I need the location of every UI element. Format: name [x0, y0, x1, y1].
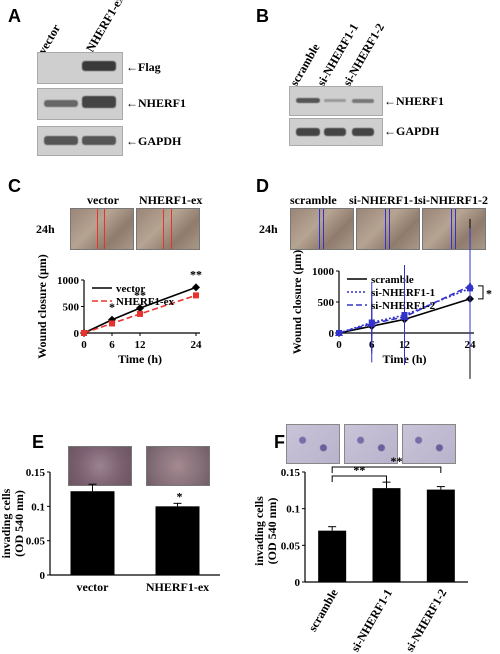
panel-letter-d: D: [256, 176, 269, 196]
bar: [155, 506, 200, 575]
wound-image: [136, 208, 200, 250]
y-tick-label: 0.15: [26, 467, 46, 479]
bar: [70, 491, 115, 575]
significance-bracket: [331, 475, 387, 482]
wound-image: [422, 208, 486, 250]
significance-bracket: [478, 285, 484, 300]
x-category-label: scramble: [305, 586, 341, 634]
panel-letter-b: B: [256, 6, 269, 26]
legend-label: scramble: [371, 274, 414, 286]
x-category-label: si-NHERF1-1: [348, 587, 395, 654]
y-axis-label: invading cells: [252, 496, 266, 566]
data-point: [81, 330, 87, 336]
panel-letter-c: C: [8, 176, 21, 196]
x-tick-label: 12: [135, 339, 147, 351]
panel-letter-a: A: [8, 6, 21, 26]
blot-gapdh: [37, 126, 123, 156]
x-category-label: vector: [77, 580, 110, 594]
data-point: [137, 310, 143, 317]
y-tick-label: 500: [318, 297, 335, 309]
x-axis-label: Time (h): [118, 352, 162, 366]
wound-image: [356, 208, 420, 250]
significance-mark: **: [190, 267, 202, 281]
wound-image: [290, 208, 354, 250]
y-tick-label: 0: [329, 328, 335, 340]
bar: [426, 489, 455, 582]
data-point: [335, 329, 343, 336]
invasion-image: [146, 446, 210, 486]
y-axis-label: Wound closure (μm): [35, 254, 49, 359]
y-tick-label: 0.05: [26, 536, 46, 548]
blot-nherf1: [37, 88, 123, 120]
data-point: [136, 304, 144, 313]
x-tick-label: 6: [109, 339, 115, 351]
band-label-gapdh-b: ←GAPDH: [384, 124, 440, 138]
significance-mark: *: [486, 286, 492, 300]
y-tick-label: 0: [74, 328, 80, 340]
significance-bracket: [331, 466, 442, 473]
series-line: [338, 287, 471, 334]
blot-nherf1-b: [289, 86, 383, 116]
significance-mark: **: [134, 288, 146, 302]
blot-flag: [37, 52, 123, 84]
x-tick-label: 0: [81, 339, 87, 351]
column-label: si-NHERF1-2: [418, 193, 488, 207]
significance-mark: **: [391, 454, 403, 468]
legend-label: si-NHERF1-2: [371, 300, 436, 312]
series-line: [83, 294, 197, 334]
y-tick-label: 0.1: [31, 501, 45, 513]
column-label: NHERF1-ex: [139, 193, 203, 207]
y-tick-label: 0.15: [281, 467, 301, 479]
invasion-image: [286, 424, 340, 464]
invasion-image: [402, 424, 456, 464]
x-category-label: NHERF1-ex: [146, 580, 209, 594]
y-tick-label: 0: [295, 577, 301, 589]
y-tick-label: 0.05: [281, 540, 301, 552]
y-tick-label: 500: [63, 302, 80, 314]
band-label-nherf1-b: ←NHERF1: [384, 94, 444, 108]
significance-mark: *: [109, 300, 115, 314]
band-label-gapdh: ←GAPDH: [126, 134, 182, 148]
y-tick-label: 0: [40, 570, 46, 582]
legend-label: vector: [116, 283, 145, 295]
significance-mark: **: [353, 463, 365, 477]
invasion-image: [68, 446, 132, 486]
bar: [372, 488, 401, 582]
data-point: [193, 292, 199, 299]
data-point: [192, 283, 200, 292]
series-line: [338, 298, 471, 334]
bar: [318, 530, 347, 582]
x-category-label: si-NHERF1-2: [402, 587, 449, 654]
series-line: [83, 286, 197, 334]
column-label: si-NHERF1-1: [349, 193, 419, 207]
x-tick-label: 24: [191, 339, 203, 351]
data-point: [109, 320, 115, 327]
column-label: vector: [87, 193, 119, 207]
y-axis-label-unit: (OD 540 nm): [265, 498, 279, 565]
column-label: scramble: [290, 193, 337, 207]
y-axis-label: invading cells: [0, 488, 13, 558]
band-label-nherf1: ←NHERF1: [126, 96, 186, 110]
legend-label: NHERF1-ex: [116, 296, 175, 308]
x-tick-label: 0: [336, 339, 342, 351]
y-axis-label-unit: (OD 540 nm): [12, 490, 26, 557]
invasion-image: [344, 424, 398, 464]
significance-mark: *: [177, 489, 183, 503]
wound-image: [70, 208, 134, 250]
panel-letter-f: F: [274, 432, 285, 452]
time-label-d: 24h: [259, 222, 278, 236]
blot-gapdh-b: [289, 118, 383, 146]
y-tick-label: 1000: [312, 266, 335, 278]
time-label-c: 24h: [36, 222, 55, 236]
series-line: [338, 285, 471, 334]
y-tick-label: 0.1: [286, 504, 300, 516]
panel-letter-e: E: [32, 432, 45, 452]
legend-label: si-NHERF1-1: [371, 287, 435, 299]
y-axis-label: Wound closure (μm): [290, 250, 304, 355]
band-label-flag: ←Flag: [126, 60, 161, 74]
y-tick-label: 1000: [57, 275, 80, 287]
